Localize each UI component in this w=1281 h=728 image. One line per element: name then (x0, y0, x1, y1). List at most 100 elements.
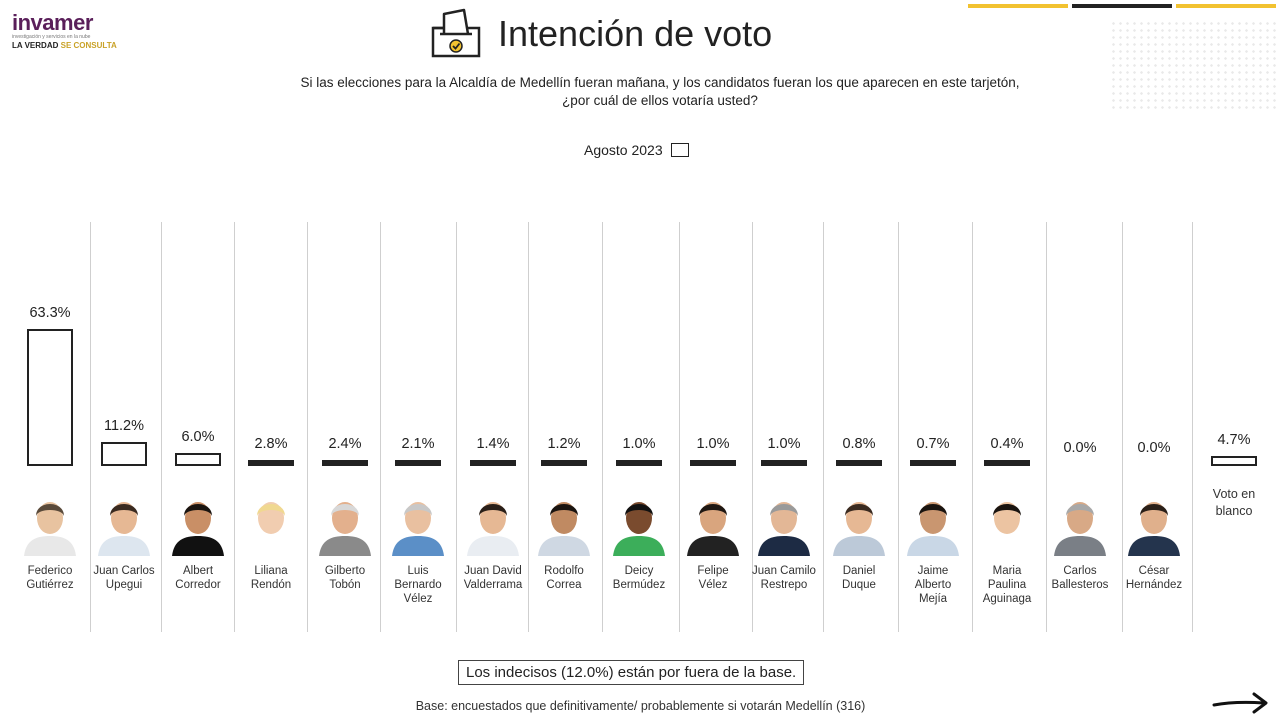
title-area: Intención de voto (430, 6, 772, 62)
candidate-name: César Hernández (1118, 564, 1190, 592)
candidate-name: Maria Paulina Aguinaga (971, 564, 1043, 606)
column-divider (679, 222, 680, 632)
candidate-name: Voto en blanco (1198, 486, 1270, 520)
photo-shirt (1128, 536, 1180, 556)
candidate-name: Gilberto Tobón (309, 564, 381, 592)
candidate-name-line: Alberto (914, 579, 952, 591)
candidate-name: Federico Gutiérrez (14, 564, 86, 592)
candidate-photo (98, 502, 150, 556)
bar (616, 460, 662, 466)
accent-line (968, 4, 1068, 8)
bar (1211, 455, 1257, 466)
candidate-name-line: Corredor (175, 579, 221, 591)
bar (322, 460, 368, 466)
undecided-note: Los indecisos (12.0%) están por fuera de… (458, 660, 805, 685)
photo-shirt (907, 536, 959, 556)
candidate-photo (613, 502, 665, 556)
photo-shirt (687, 536, 739, 556)
column-divider (972, 222, 973, 632)
decorative-dot-pattern (1110, 20, 1280, 110)
column-divider (307, 222, 308, 632)
photo-shirt (758, 536, 810, 556)
candidate-name-line: Carlos (1063, 565, 1097, 577)
invamer-logo: invamer investigación y servicios en la … (12, 12, 122, 58)
accent-line (1176, 4, 1276, 8)
column-divider (823, 222, 824, 632)
photo-shirt (538, 536, 590, 556)
candidate-photo (1054, 502, 1106, 556)
candidate-name: Juan David Valderrama (457, 564, 529, 592)
photo-shirt (24, 536, 76, 556)
data-label: 0.8% (842, 436, 876, 452)
column-divider (528, 222, 529, 632)
data-label: 0.0% (1063, 440, 1097, 456)
data-label: 2.1% (401, 436, 435, 452)
photo-shirt (392, 536, 444, 556)
photo-hair (1066, 504, 1094, 516)
bar (395, 460, 441, 466)
candidate-name-line: Correa (546, 579, 582, 591)
bar (910, 460, 956, 466)
next-arrow-icon[interactable] (1212, 688, 1270, 718)
column-divider (1122, 222, 1123, 632)
column-divider (90, 222, 91, 632)
candidate-photo (245, 502, 297, 556)
candidate-photo (907, 502, 959, 556)
column-divider (898, 222, 899, 632)
candidate-name-line: Luis (407, 565, 429, 577)
logo-brand: invamer (12, 10, 93, 35)
photo-shirt (98, 536, 150, 556)
candidate-photo (1128, 502, 1180, 556)
photo-shirt (467, 536, 519, 556)
candidate-name-line: Bermúdez (612, 579, 666, 591)
bar (984, 460, 1030, 466)
photo-hair (845, 504, 873, 516)
candidate-name-line: Tobón (329, 579, 361, 591)
candidate-name-line: Valderrama (463, 579, 523, 591)
candidate-name-line: César (1138, 565, 1170, 577)
candidate-name-line: Rodolfo (544, 565, 584, 577)
logo-subtitle: LA VERDAD SE CONSULTA (12, 41, 122, 51)
column-divider (380, 222, 381, 632)
candidate-name-line: blanco (1215, 504, 1253, 518)
candidate-name-line: Gilberto (324, 565, 366, 577)
legend-label: Agosto 2023 (584, 142, 663, 158)
candidate-name-line: Felipe (697, 565, 729, 577)
data-label: 63.3% (29, 305, 71, 321)
data-label: 4.7% (1217, 431, 1251, 448)
column-divider (752, 222, 753, 632)
data-label: 11.2% (103, 417, 145, 434)
photo-hair (919, 504, 947, 516)
data-label: 2.4% (328, 436, 362, 452)
data-label: 1.0% (767, 436, 801, 452)
logo-subtitle-highlight: SE CONSULTA (60, 41, 117, 50)
photo-hair (184, 504, 212, 516)
data-label: 1.4% (476, 436, 510, 452)
candidate-name: Luis Bernardo Vélez (382, 564, 454, 606)
candidate-photo (687, 502, 739, 556)
candidate-name-line: Duque (842, 579, 876, 591)
page-title: Intención de voto (498, 13, 773, 54)
candidate-photo (392, 502, 444, 556)
candidate-photo (981, 502, 1033, 556)
logo-subtitle-prefix: LA VERDAD (12, 41, 59, 50)
photo-shirt (833, 536, 885, 556)
photo-hair (257, 504, 285, 516)
bar (27, 329, 73, 466)
data-label: 0.4% (990, 436, 1024, 452)
candidate-name-line: Upegui (105, 579, 143, 591)
candidate-photo (172, 502, 224, 556)
survey-question-line-1: Si las elecciones para la Alcaldía de Me… (300, 75, 1020, 90)
photo-shirt (1054, 536, 1106, 556)
photo-hair (625, 504, 653, 516)
photo-hair (36, 504, 64, 516)
candidate-name-line: Bernardo (394, 579, 442, 591)
photo-shirt (613, 536, 665, 556)
candidate-name-line: Gutiérrez (26, 579, 74, 591)
candidate-name: Jaime Alberto Mejía (897, 564, 969, 606)
data-label: 1.0% (696, 436, 730, 452)
photo-hair (1140, 504, 1168, 516)
candidate-name: Deicy Bermúdez (603, 564, 675, 592)
column-divider (456, 222, 457, 632)
data-label: 2.8% (254, 435, 288, 452)
